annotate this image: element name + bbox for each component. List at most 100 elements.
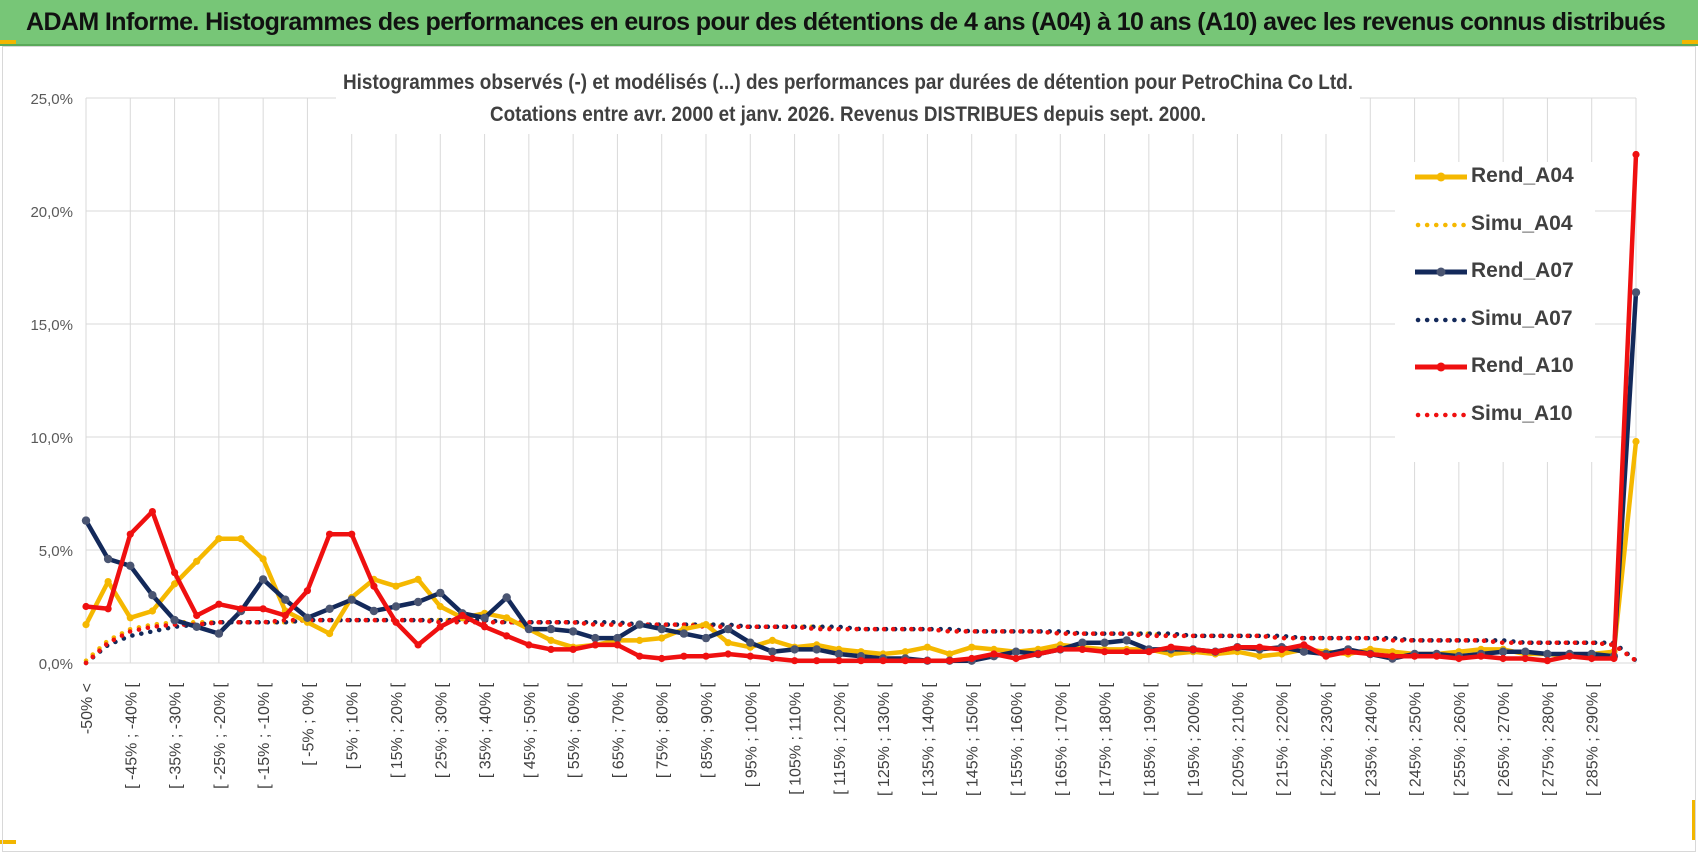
- data-point: [103, 554, 113, 564]
- data-point: [946, 657, 954, 665]
- x-tick-label: [ 245% ; 250% [: [1408, 682, 1425, 796]
- data-point: [723, 624, 733, 634]
- legend-item-simu-a04: Simu_A04: [1395, 210, 1595, 240]
- data-point: [1278, 645, 1286, 654]
- legend-marker: [1436, 172, 1446, 182]
- data-point: [835, 657, 843, 665]
- data-point: [1543, 649, 1552, 659]
- y-tick-label: 20,0%: [30, 204, 73, 221]
- legend-swatch: [1415, 412, 1467, 417]
- series-rend-a10: [82, 150, 1640, 665]
- data-point: [104, 605, 112, 613]
- banner-title: ADAM Informe. Histogrammes des performan…: [26, 8, 1666, 36]
- data-point: [546, 624, 556, 634]
- data-point: [658, 634, 666, 642]
- data-point: [193, 611, 201, 620]
- data-point: [968, 643, 976, 651]
- x-tick-label: [ 155% ; 160% [: [1009, 682, 1026, 796]
- y-tick-label: 5,0%: [39, 543, 73, 560]
- data-point: [503, 614, 511, 622]
- x-tick-label: [ 135% ; 140% [: [920, 682, 937, 796]
- data-point: [82, 602, 90, 611]
- data-point: [746, 652, 754, 660]
- x-tick-label: [ 145% ; 150% [: [965, 682, 982, 796]
- data-point: [768, 647, 777, 656]
- chart-subtitle: Cotations entre avr. 2000 et janv. 2026.…: [490, 102, 1206, 126]
- data-point: [701, 633, 711, 643]
- data-point: [347, 595, 356, 604]
- x-tick-label: [ 175% ; 180% [: [1098, 682, 1115, 796]
- x-tick-label: [ 255% ; 260% [: [1452, 682, 1469, 796]
- data-point: [901, 648, 909, 656]
- data-point: [369, 606, 379, 616]
- data-point: [679, 629, 689, 638]
- data-point: [81, 516, 91, 525]
- legend-swatch: [1415, 317, 1467, 322]
- x-tick-label: [ 105% ; 110% [: [788, 682, 805, 794]
- series-rend-a04: [82, 437, 1640, 660]
- data-point: [1122, 636, 1131, 645]
- y-axis-labels: 0,0% 5,0% 10,0% 15,0% 20,0% 25,0%: [30, 91, 73, 673]
- data-point: [702, 652, 710, 660]
- data-point: [1588, 654, 1596, 663]
- gridlines: [85, 97, 1637, 664]
- data-point: [1344, 648, 1352, 656]
- y-tick-label: 0,0%: [39, 656, 73, 673]
- data-point: [126, 530, 134, 538]
- x-axis-labels: -50% < [ -45% ; -40% [[ -35% ; -30% [[ -2…: [79, 682, 1602, 796]
- data-point: [215, 600, 223, 608]
- data-point: [790, 645, 799, 654]
- x-tick-label: [ 265% ; 270% [: [1496, 682, 1513, 796]
- data-point: [392, 582, 400, 590]
- data-point: [1011, 647, 1021, 656]
- x-tick-label: [ 75% ; 80% [: [655, 682, 672, 778]
- data-point: [1610, 654, 1618, 663]
- data-point: [636, 636, 644, 645]
- data-point: [326, 630, 334, 638]
- data-point: [834, 649, 844, 659]
- data-point: [1078, 638, 1087, 647]
- data-point: [613, 641, 622, 649]
- data-point: [658, 654, 666, 663]
- data-point: [1034, 650, 1042, 658]
- data-point: [414, 641, 422, 649]
- data-point: [171, 580, 179, 588]
- data-point: [1167, 643, 1175, 651]
- data-point: [680, 652, 688, 660]
- data-point: [1322, 652, 1330, 660]
- y-tick-label: 15,0%: [30, 317, 73, 334]
- legend-item-rend-a07: Rend_A07: [1395, 257, 1595, 287]
- x-tick-label: [ 285% ; 290% [: [1585, 682, 1602, 796]
- x-tick-label: [ -35% ; -30% [: [168, 682, 185, 788]
- data-point: [303, 587, 311, 595]
- data-point: [547, 645, 555, 654]
- legend-item-rend-a04: Rend_A04: [1395, 162, 1595, 192]
- data-point: [901, 657, 909, 665]
- data-point: [768, 636, 777, 645]
- data-point: [503, 632, 511, 640]
- data-point: [148, 607, 156, 615]
- legend-label: Simu_A10: [1471, 401, 1573, 425]
- data-point: [791, 657, 799, 665]
- series-layer: [81, 150, 1641, 666]
- data-point: [436, 588, 445, 598]
- x-tick-label: [ 275% ; 280% [: [1540, 682, 1557, 796]
- x-tick-label: [ 115% ; 120% [: [832, 682, 849, 794]
- data-point: [1299, 647, 1309, 656]
- data-point: [1543, 657, 1551, 665]
- x-tick-label: [ 215% ; 220% [: [1275, 682, 1292, 796]
- data-point: [1233, 643, 1241, 651]
- x-tick-label: [ -45% ; -40% [: [123, 682, 140, 788]
- data-point: [1498, 647, 1508, 656]
- legend-item-rend-a10: Rend_A10: [1395, 352, 1595, 382]
- data-point: [281, 595, 290, 604]
- data-point: [591, 633, 600, 643]
- corner-accent-right-lower: [1692, 800, 1696, 840]
- data-point: [568, 627, 578, 636]
- x-tick-label: [ 95% ; 100% [: [743, 682, 760, 787]
- chart-frame: [2, 46, 1696, 852]
- data-point: [104, 578, 112, 586]
- data-point: [1411, 652, 1419, 660]
- legend-swatch: [1415, 362, 1467, 372]
- data-point: [481, 623, 489, 631]
